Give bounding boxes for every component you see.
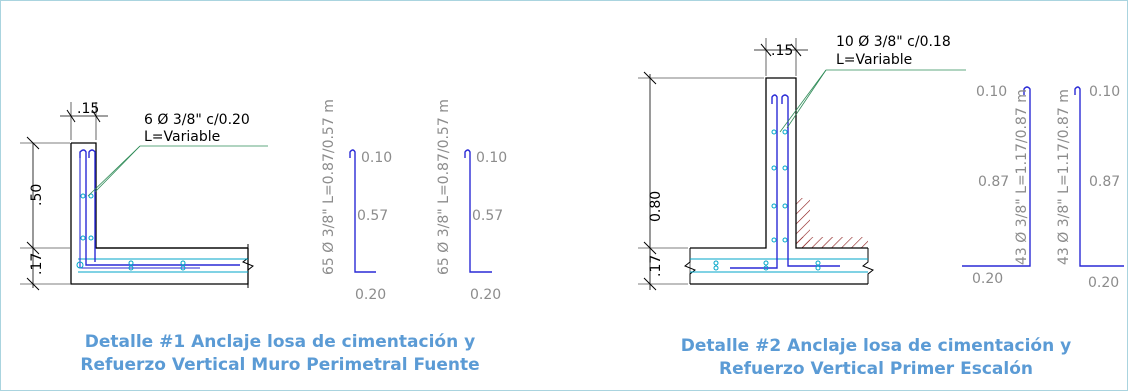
detail2-caption-line1: Detalle #2 Anclaje losa de cimentación y: [680, 336, 1072, 356]
svg-text:0.20: 0.20: [1088, 275, 1119, 291]
detail2-section: .15 0.80 .17 10 Ø 3/8" c/0.18 L=Variable…: [638, 34, 1124, 291]
detail2-soil-hatch: [796, 198, 810, 248]
detail2-dim-height: 0.80: [648, 191, 664, 222]
svg-text:0.20: 0.20: [355, 287, 386, 303]
detail2-concrete-outline: [690, 77, 868, 285]
detail1-caption-line2: Refuerzo Vertical Muro Perimetral Fuente: [80, 355, 480, 375]
svg-text:0.10: 0.10: [476, 150, 507, 166]
detail2-rebar-dots: [713, 129, 821, 271]
svg-text:65 Ø 3/8" L=0.87/0.57 m: 65 Ø 3/8" L=0.87/0.57 m: [436, 99, 452, 275]
svg-text:0.10: 0.10: [976, 84, 1007, 100]
detail1-bar-schedule-a: 65 Ø 3/8" L=0.87/0.57 m 0.10 0.57 0.20: [321, 99, 392, 303]
detail2-callout-line2: L=Variable: [836, 52, 912, 68]
detail1-callout-line1: 6 Ø 3/8" c/0.20: [144, 112, 250, 128]
svg-text:43 Ø 3/8" L=1.17/0.87 m: 43 Ø 3/8" L=1.17/0.87 m: [1014, 89, 1030, 265]
detail1-dim-slab: .17: [29, 253, 45, 275]
detail1-rebar-vertical: [79, 149, 240, 266]
detail1-caption-line1: Detalle #1 Anclaje losa de cimentación y: [84, 332, 476, 352]
detail1-concrete-outline: [70, 142, 249, 285]
svg-text:65 Ø 3/8" L=0.87/0.57 m: 65 Ø 3/8" L=0.87/0.57 m: [321, 99, 337, 275]
detail2-bar-schedule-a: 43 Ø 3/8" L=1.17/0.87 m 0.10 0.87 0.20: [962, 84, 1031, 287]
svg-text:0.87: 0.87: [1089, 174, 1120, 190]
detail2-bar-schedule-b: 43 Ø 3/8" L=1.17/0.87 m 0.10 0.87 0.20: [1056, 84, 1124, 291]
detail1-section: .15 .50 .17 6 Ø 3/8" c/0.20 L=Variable 6…: [20, 99, 507, 303]
svg-text:0.57: 0.57: [472, 208, 503, 224]
svg-text:0.10: 0.10: [361, 150, 392, 166]
detail2-dim-slab: .17: [648, 255, 664, 277]
detail2-caption-line2: Refuerzo Vertical Primer Escalón: [718, 359, 1034, 379]
detail1-dim-height: .50: [29, 184, 45, 206]
detail2-callout-line1: 10 Ø 3/8" c/0.18: [836, 34, 951, 50]
detail1-callout-line2: L=Variable: [144, 129, 220, 145]
svg-text:43 Ø 3/8" L=1.17/0.87 m: 43 Ø 3/8" L=1.17/0.87 m: [1056, 89, 1072, 265]
svg-text:0.57: 0.57: [357, 208, 388, 224]
detail1-rebar-dots: [76, 193, 186, 271]
detail1-wall-thickness: .15: [77, 101, 99, 117]
svg-text:0.10: 0.10: [1089, 84, 1120, 100]
detail1-bar-schedule-b: 65 Ø 3/8" L=0.87/0.57 m 0.10 0.57 0.20: [436, 99, 507, 303]
detail1-break-line: [242, 244, 254, 288]
svg-text:0.20: 0.20: [972, 271, 1003, 287]
svg-text:0.20: 0.20: [470, 287, 501, 303]
svg-text:0.87: 0.87: [978, 174, 1009, 190]
detail2-rebar-vertical: [730, 94, 778, 269]
detail2-caption: Detalle #2 Anclaje losa de cimentación y…: [636, 335, 1116, 381]
detail2-wall-thickness: .15: [771, 43, 793, 59]
detail1-caption: Detalle #1 Anclaje losa de cimentación y…: [40, 331, 520, 377]
